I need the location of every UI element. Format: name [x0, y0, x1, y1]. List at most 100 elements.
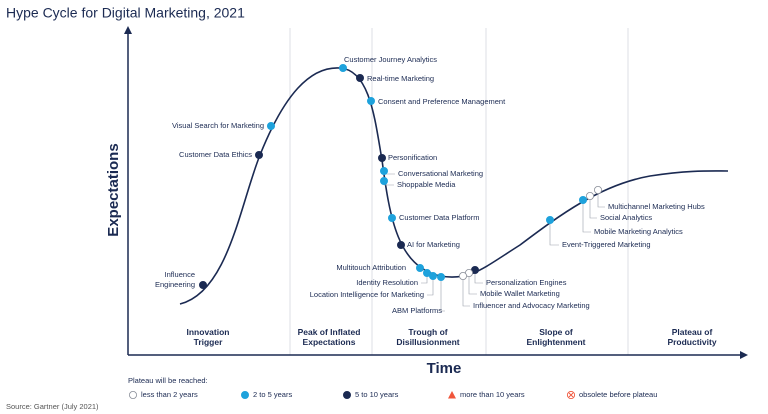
legend-marker: [128, 390, 137, 399]
point-label: Shoppable Media: [397, 180, 456, 189]
point-label: Multitouch Attribution: [336, 263, 406, 272]
point-label: AI for Marketing: [407, 240, 460, 249]
point-label-line: ABM Platforms: [392, 306, 442, 315]
leader-line: [582, 200, 591, 233]
legend-title: Plateau will be reached:: [128, 376, 208, 385]
point-label-line: Multichannel Marketing Hubs: [608, 202, 705, 211]
point-label-line: Personalization Engines: [486, 278, 567, 287]
point: [366, 97, 375, 106]
point: [387, 213, 396, 222]
legend-label: less than 2 years: [141, 390, 198, 399]
point-label: Visual Search for Marketing: [172, 121, 264, 130]
point: [458, 271, 467, 280]
point: [579, 195, 588, 204]
point: [266, 122, 275, 131]
point: [594, 185, 603, 194]
legend-label: 2 to 5 years: [253, 390, 292, 399]
point: [379, 176, 388, 185]
point-label: Conversational Marketing: [398, 169, 483, 178]
axes: [124, 26, 748, 359]
phase-label-line: Trigger: [194, 337, 224, 347]
point: [377, 153, 386, 162]
point: [586, 191, 595, 200]
point: [254, 150, 263, 159]
point: [355, 74, 364, 83]
point-label-line: Engineering: [155, 280, 195, 289]
point-label-line: Shoppable Media: [397, 180, 456, 189]
point: [428, 271, 437, 280]
point-label: Influencer and Advocacy Marketing: [473, 301, 590, 310]
point-label: Customer Data Platform: [399, 213, 479, 222]
phase-label-line: Expectations: [303, 337, 356, 347]
phase-label-line: Peak of Inflated: [298, 327, 361, 337]
point: [379, 166, 388, 175]
point-label: Event-Triggered Marketing: [562, 240, 651, 249]
phase-label: Innovation Trigger: [187, 327, 230, 347]
leader-line: [549, 220, 559, 246]
leader-line: [462, 276, 470, 307]
point-label-line: Conversational Marketing: [398, 169, 483, 178]
legend-marker: [240, 390, 249, 399]
point: [415, 263, 424, 272]
phase-label-line: Plateau of: [672, 327, 713, 337]
point-label: ABM Platforms: [392, 306, 442, 315]
phase-label-line: Innovation: [187, 327, 230, 337]
title: Hype Cycle for Digital Marketing, 2021: [6, 5, 245, 21]
phase-label-line: Slope of: [539, 327, 573, 337]
phase-label-line: Trough of: [408, 327, 447, 337]
phase-label: Peak of Inflated Expectations: [298, 327, 361, 347]
point-label-line: Mobile Wallet Marketing: [480, 289, 560, 298]
leader-line: [427, 276, 434, 296]
point-label-line: Personification: [388, 153, 437, 162]
legend-marker: [342, 390, 351, 399]
point-label: Identity Resolution: [356, 278, 418, 287]
point-label: Personification: [388, 153, 437, 162]
point-label-line: Customer Journey Analytics: [344, 55, 437, 64]
point-label: Mobile Marketing Analytics: [594, 227, 683, 236]
point-label-line: Influencer and Advocacy Marketing: [473, 301, 590, 310]
point: [546, 215, 555, 224]
point-label-line: Real-time Marketing: [367, 74, 434, 83]
leader-line: [440, 277, 445, 312]
phase-dividers: [289, 28, 629, 355]
point: [338, 64, 347, 73]
point-label-line: Mobile Marketing Analytics: [594, 227, 683, 236]
legend-marker: [448, 391, 456, 399]
point: [198, 280, 207, 289]
phase-label: Slope of Enlightenment: [526, 327, 585, 347]
point-label: Influence Engineering: [155, 270, 195, 289]
phase-label-line: Enlightenment: [526, 337, 585, 347]
legend-label: more than 10 years: [460, 390, 525, 399]
phase-label: Plateau of Productivity: [667, 327, 716, 347]
point-label: Customer Journey Analytics: [344, 55, 437, 64]
point-label-line: Customer Data Platform: [399, 213, 479, 222]
point-label: Personalization Engines: [486, 278, 567, 287]
point-label-line: Customer Data Ethics: [179, 150, 252, 159]
point-label-line: Influence: [165, 270, 195, 279]
point-label-line: Location Intelligence for Marketing: [310, 290, 424, 299]
point-label: Location Intelligence for Marketing: [310, 290, 424, 299]
y-axis-label: Expectations: [105, 143, 122, 236]
legend-label: 5 to 10 years: [355, 390, 399, 399]
phase-label-line: Productivity: [667, 337, 716, 347]
point-label: Social Analytics: [600, 213, 652, 222]
point-label: Consent and Preference Management: [378, 97, 506, 106]
point-label: Customer Data Ethics: [179, 150, 252, 159]
point-label: Real-time Marketing: [367, 74, 434, 83]
point-label-line: Visual Search for Marketing: [172, 121, 264, 130]
leader-line: [468, 273, 477, 295]
legend-marker-cross: [568, 392, 574, 398]
point-label-line: Multitouch Attribution: [336, 263, 406, 272]
legend-label: obsolete before plateau: [579, 390, 657, 399]
source: Source: Gartner (July 2021): [6, 402, 99, 411]
leader-line: [589, 196, 597, 219]
point: [396, 240, 405, 249]
point-label-line: AI for Marketing: [407, 240, 460, 249]
point-label-line: Consent and Preference Management: [378, 97, 506, 106]
point-label-line: Identity Resolution: [356, 278, 418, 287]
point-label-line: Social Analytics: [600, 213, 652, 222]
leader-line: [597, 190, 605, 208]
point-label: Multichannel Marketing Hubs: [608, 202, 705, 211]
point-label-line: Event-Triggered Marketing: [562, 240, 651, 249]
